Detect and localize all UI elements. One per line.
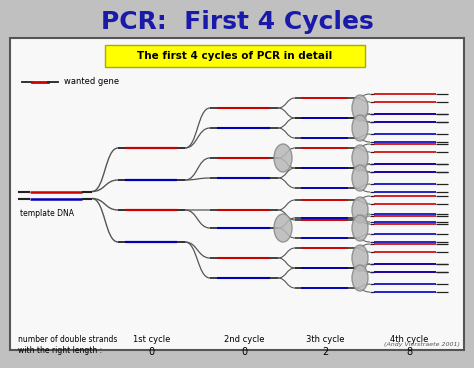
FancyBboxPatch shape xyxy=(105,45,365,67)
Text: wanted gene: wanted gene xyxy=(64,78,119,86)
Ellipse shape xyxy=(352,165,368,191)
Text: 4th cycle: 4th cycle xyxy=(390,335,428,344)
FancyBboxPatch shape xyxy=(10,38,464,350)
Text: 1st cycle: 1st cycle xyxy=(133,335,170,344)
Text: 2: 2 xyxy=(322,347,328,357)
Ellipse shape xyxy=(352,265,368,291)
Text: 8: 8 xyxy=(406,347,412,357)
Text: 0: 0 xyxy=(241,347,247,357)
Ellipse shape xyxy=(352,95,368,121)
Ellipse shape xyxy=(352,197,368,223)
Ellipse shape xyxy=(352,145,368,171)
Text: 2nd cycle: 2nd cycle xyxy=(224,335,264,344)
Text: PCR:  First 4 Cycles: PCR: First 4 Cycles xyxy=(100,10,374,34)
Ellipse shape xyxy=(274,214,292,242)
Text: 0: 0 xyxy=(148,347,155,357)
Text: template DNA: template DNA xyxy=(20,209,74,218)
Ellipse shape xyxy=(352,215,368,241)
Text: (Andy Vierstraete 2001): (Andy Vierstraete 2001) xyxy=(384,342,460,347)
Text: with the right length :: with the right length : xyxy=(18,346,102,355)
Text: number of double strands: number of double strands xyxy=(18,335,118,344)
Ellipse shape xyxy=(352,115,368,141)
Ellipse shape xyxy=(352,245,368,271)
Ellipse shape xyxy=(274,144,292,172)
Text: The first 4 cycles of PCR in detail: The first 4 cycles of PCR in detail xyxy=(137,51,333,61)
Text: 3th cycle: 3th cycle xyxy=(306,335,344,344)
